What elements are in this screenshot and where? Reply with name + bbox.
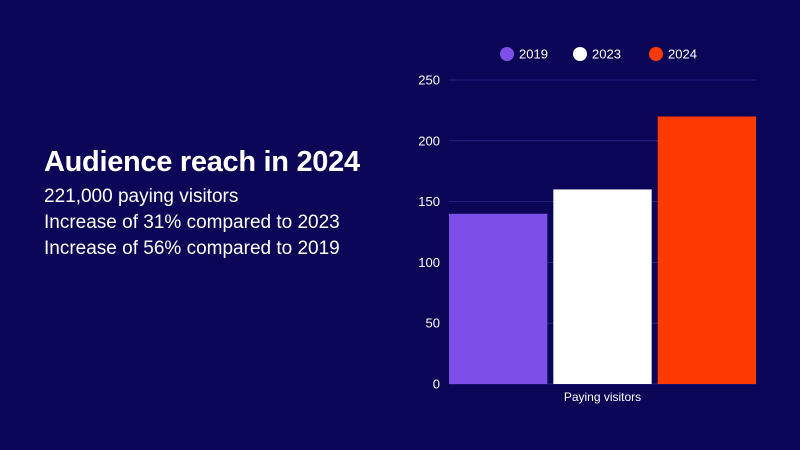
legend-label-2019: 2019 <box>519 47 548 62</box>
y-tick-label: 200 <box>418 133 440 148</box>
legend-label-2024: 2024 <box>668 47 697 62</box>
headline-line-vs-2019: Increase of 56% compared to 2019 <box>44 238 340 259</box>
y-tick-label: 50 <box>426 316 440 331</box>
headline-line-vs-2023: Increase of 31% compared to 2023 <box>44 212 340 233</box>
bar-2023 <box>553 189 652 384</box>
y-tick-label: 100 <box>418 255 440 270</box>
headline-block: Audience reach in 2024 221,000 paying vi… <box>44 144 384 262</box>
bar-2019 <box>449 213 548 384</box>
bar-2024 <box>657 116 756 384</box>
y-tick-label: 250 <box>418 73 440 88</box>
x-category-label: Paying visitors <box>564 390 641 404</box>
legend-label-2023: 2023 <box>592 47 621 62</box>
y-tick-label: 0 <box>433 377 440 392</box>
legend-swatch-2024 <box>649 47 663 61</box>
legend-swatch-2023 <box>573 47 587 61</box>
headline-line-visitors: 221,000 paying visitors <box>44 186 239 207</box>
legend-swatch-2019 <box>500 47 514 61</box>
y-tick-label: 150 <box>418 194 440 209</box>
headline-title: Audience reach in 2024 <box>44 146 360 178</box>
